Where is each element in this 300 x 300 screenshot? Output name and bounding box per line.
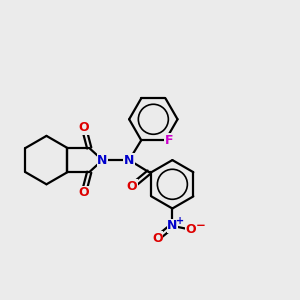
- Text: N: N: [97, 154, 108, 166]
- Text: N: N: [167, 219, 178, 232]
- Text: F: F: [165, 134, 173, 147]
- Text: −: −: [196, 219, 206, 232]
- Text: O: O: [79, 186, 89, 199]
- Text: +: +: [176, 216, 184, 226]
- Text: O: O: [127, 180, 137, 193]
- Text: O: O: [79, 121, 89, 134]
- Text: O: O: [152, 232, 163, 244]
- Text: O: O: [185, 223, 196, 236]
- Text: N: N: [124, 154, 134, 166]
